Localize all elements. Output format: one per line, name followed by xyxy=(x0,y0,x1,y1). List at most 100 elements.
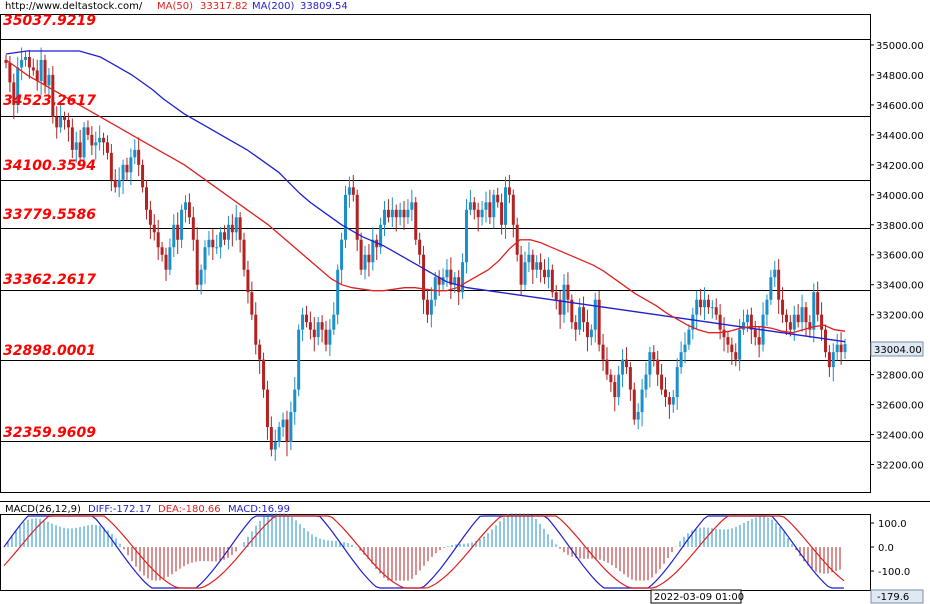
candle-body xyxy=(133,149,137,158)
candle-body xyxy=(570,299,574,323)
candle-body xyxy=(671,397,675,405)
candle-body xyxy=(148,209,152,225)
candle-body xyxy=(558,299,562,315)
macd-badge-text: -179.6 xyxy=(877,592,909,603)
candle-body xyxy=(344,194,348,240)
candle-body xyxy=(47,74,51,86)
candle-body xyxy=(289,412,293,443)
candle-body xyxy=(31,67,35,71)
macd-title: MACD(26,12,9) xyxy=(5,504,81,515)
ma200-line xyxy=(5,50,846,343)
candle-body xyxy=(449,269,453,285)
candle-body xyxy=(152,224,156,233)
candle-body xyxy=(250,292,254,315)
y-tick-label: 32400.00 xyxy=(876,431,924,442)
candle-body xyxy=(461,262,465,293)
candle-body xyxy=(94,142,98,146)
y-tick-label: 33400.00 xyxy=(876,281,924,292)
y-tick-label: 35000.00 xyxy=(876,41,924,52)
candle-body xyxy=(223,232,227,240)
candle-body xyxy=(273,442,277,450)
candle-body xyxy=(246,269,250,293)
y-tick-label: 34000.00 xyxy=(876,191,924,202)
candle-body xyxy=(43,59,47,86)
y-tick-label: 33800.00 xyxy=(876,221,924,232)
candle-body xyxy=(394,209,398,218)
candle-body xyxy=(511,194,515,225)
candle-body xyxy=(137,149,141,165)
ma50-line xyxy=(5,59,846,334)
candle-body xyxy=(597,299,601,345)
candle-body xyxy=(812,292,816,330)
candle-body xyxy=(402,209,406,218)
candle-body xyxy=(160,247,164,255)
candle-body xyxy=(550,269,554,293)
candle-body xyxy=(679,352,683,368)
candle-body xyxy=(125,164,129,173)
level-label-2: 34523.2617 xyxy=(3,93,96,109)
candle-body xyxy=(769,277,773,300)
candle-body xyxy=(242,239,246,270)
ma200-label: MA(200) xyxy=(252,1,295,12)
candle-body xyxy=(129,157,133,173)
candle-body xyxy=(656,359,660,375)
candle-body xyxy=(117,179,121,188)
candle-body xyxy=(476,209,480,218)
candle-body xyxy=(328,329,332,345)
level-label-6: 32898.0001 xyxy=(3,343,96,359)
level-label-4: 33779.5586 xyxy=(3,207,96,223)
candle-body xyxy=(492,194,496,218)
candle-body xyxy=(172,224,176,248)
candle-body xyxy=(340,239,344,270)
candle-body xyxy=(187,202,191,218)
candle-body xyxy=(24,56,28,60)
candle-body xyxy=(304,314,308,323)
candle-body xyxy=(773,269,777,278)
candle-body xyxy=(176,224,180,240)
candle-body xyxy=(20,59,24,68)
candle-body xyxy=(363,254,367,270)
candle-body xyxy=(203,247,207,270)
y-tick-label: 33200.00 xyxy=(876,311,924,322)
candle-body xyxy=(823,329,827,353)
candle-body xyxy=(804,307,808,323)
candle-body xyxy=(663,389,667,398)
candle-body xyxy=(636,412,640,420)
macd-dea: DEA:-180.66 xyxy=(158,504,221,515)
candle-body xyxy=(831,352,835,368)
candle-body xyxy=(199,269,203,285)
candle-body xyxy=(788,322,792,330)
level-label-7: 32359.9609 xyxy=(3,425,96,441)
candle-body xyxy=(574,322,578,330)
candle-body xyxy=(683,344,687,353)
candle-body xyxy=(726,337,730,345)
y-tick-label: 32800.00 xyxy=(876,371,924,382)
candle-body xyxy=(714,307,718,315)
candle-body xyxy=(609,374,613,383)
candle-body xyxy=(777,269,781,300)
candle-body xyxy=(285,419,289,443)
level-label-1: 35037.9219 xyxy=(3,13,96,29)
candle-body xyxy=(281,419,285,428)
date-badge-text: 2022-03-09 01:00 xyxy=(654,592,744,603)
candle-body xyxy=(480,209,484,218)
candle-body xyxy=(640,389,644,413)
candle-body xyxy=(484,202,488,210)
candle-body xyxy=(730,344,734,353)
candle-body xyxy=(320,322,324,330)
candle-body xyxy=(238,217,242,240)
candle-body xyxy=(519,254,523,285)
candle-body xyxy=(336,269,340,315)
candle-body xyxy=(718,314,722,330)
candle-body xyxy=(359,239,363,270)
candle-body xyxy=(667,397,671,405)
candle-body xyxy=(738,329,742,360)
macd-tick-label: -100.0 xyxy=(878,567,910,578)
candle-body xyxy=(706,299,710,308)
candle-body xyxy=(39,59,43,81)
candle-body xyxy=(617,374,621,398)
candle-body xyxy=(648,352,652,375)
y-tick-label: 34600.00 xyxy=(876,101,924,112)
candle-body xyxy=(566,284,570,300)
